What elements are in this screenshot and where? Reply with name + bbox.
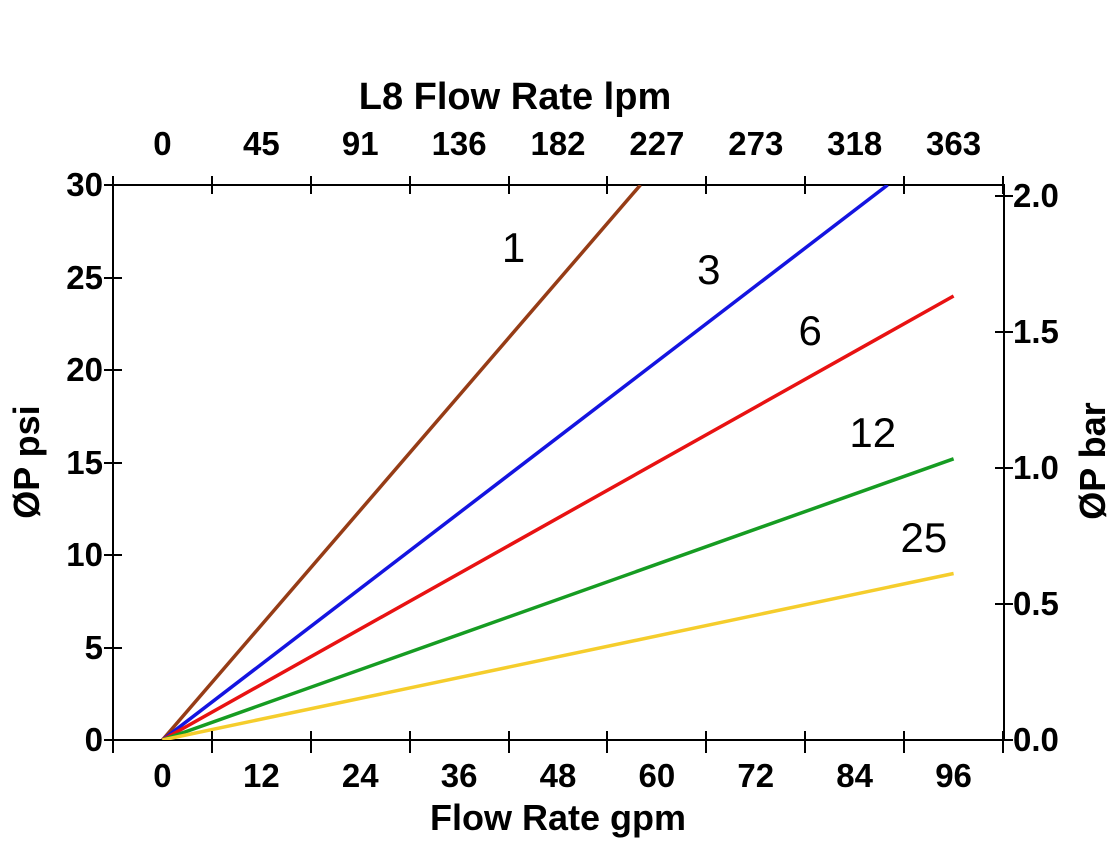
top-tick-label: 45 [242, 125, 280, 162]
x-tick-label: 36 [440, 757, 478, 794]
series-plot [161, 185, 955, 740]
y-right-tick-label: 0.5 [1013, 585, 1059, 623]
series-line-1 [161, 185, 642, 740]
x-tick-label: 96 [935, 757, 972, 794]
y-right-tick-label: 1.5 [1013, 313, 1059, 351]
y-left-tick-label: 25 [66, 258, 103, 296]
x-axis-top-tick [507, 176, 510, 194]
x-tick-label: 72 [737, 757, 775, 794]
x-axis-top-tick [804, 176, 807, 194]
y-left-tick-label: 0 [84, 721, 103, 758]
top-tick-label: 363 [926, 125, 982, 162]
chart-title: L8 Flow Rate lpm [358, 76, 672, 118]
y-right-tick [995, 467, 1013, 470]
x-axis-tick [309, 731, 312, 753]
series-line-12 [161, 457, 955, 740]
x-axis-top-tick [1002, 176, 1004, 194]
x-tick-label: 24 [341, 757, 379, 794]
x-axis-tick [210, 731, 213, 753]
top-tick-label: 136 [431, 125, 487, 162]
x-axis-tick [112, 731, 114, 753]
y-left-tick [104, 461, 122, 464]
plot-area: 1 3 6 12 25 [113, 185, 1003, 740]
series-line-6 [161, 294, 955, 740]
top-tick-label: 0 [153, 125, 172, 162]
series-line-3 [161, 185, 889, 740]
y-left-tick [104, 184, 122, 186]
x-tick-label: 48 [539, 757, 577, 794]
x-axis-tick [804, 731, 807, 753]
x-tick-label: 60 [638, 757, 676, 794]
x-axis-tick [606, 731, 609, 753]
x-axis-tick [408, 731, 411, 753]
y-left-tick-label: 30 [66, 166, 103, 203]
y-left-tick [104, 739, 122, 741]
top-tick-label: 318 [827, 125, 883, 162]
y-left-tick-label: 5 [84, 628, 103, 666]
y-right-tick-label: 1.0 [1013, 449, 1059, 487]
y-right-tick [995, 739, 1013, 741]
y-right-tick [995, 331, 1013, 334]
x-tick-label: 12 [242, 757, 280, 794]
x-axis-tick [903, 731, 906, 753]
y-left-tick-label: 20 [66, 351, 103, 388]
top-tick-label: 227 [629, 125, 685, 162]
y-right-tick-label: 2.0 [1013, 177, 1059, 215]
y-left-tick-label: 10 [66, 536, 103, 573]
bottom-axis-title: Flow Rate gpm [429, 797, 686, 838]
series-label-25: 25 [900, 514, 948, 562]
y-right-tick [995, 603, 1013, 606]
x-axis-top-tick [210, 176, 213, 194]
y-left-tick [104, 369, 122, 371]
x-axis-tick [705, 731, 708, 753]
series-label-6: 6 [798, 307, 822, 355]
y-left-tick [104, 646, 122, 649]
y-right-tick [995, 195, 1013, 198]
x-axis-top-tick [606, 176, 609, 194]
y-left-tick-label: 15 [66, 443, 103, 481]
x-axis-tick [1002, 731, 1004, 753]
top-tick-label: 91 [341, 125, 379, 162]
x-axis-top-tick [408, 176, 411, 194]
y-left-tick [104, 554, 122, 556]
series-line-25 [162, 571, 954, 740]
x-axis-top-tick [705, 176, 708, 194]
x-axis-top-tick [309, 176, 312, 194]
x-axis-tick [507, 731, 510, 753]
series-label-3: 3 [697, 246, 721, 294]
y-right-tick-label: 0.0 [1013, 721, 1059, 758]
series-label-1: 1 [501, 223, 526, 271]
x-tick-label: 0 [153, 757, 172, 794]
x-tick-label: 84 [836, 757, 874, 794]
top-tick-label: 273 [728, 125, 784, 162]
series-label-12: 12 [849, 408, 897, 456]
x-axis-top-tick [903, 176, 906, 194]
top-tick-label: 182 [530, 125, 586, 162]
y-left-tick [104, 276, 122, 279]
